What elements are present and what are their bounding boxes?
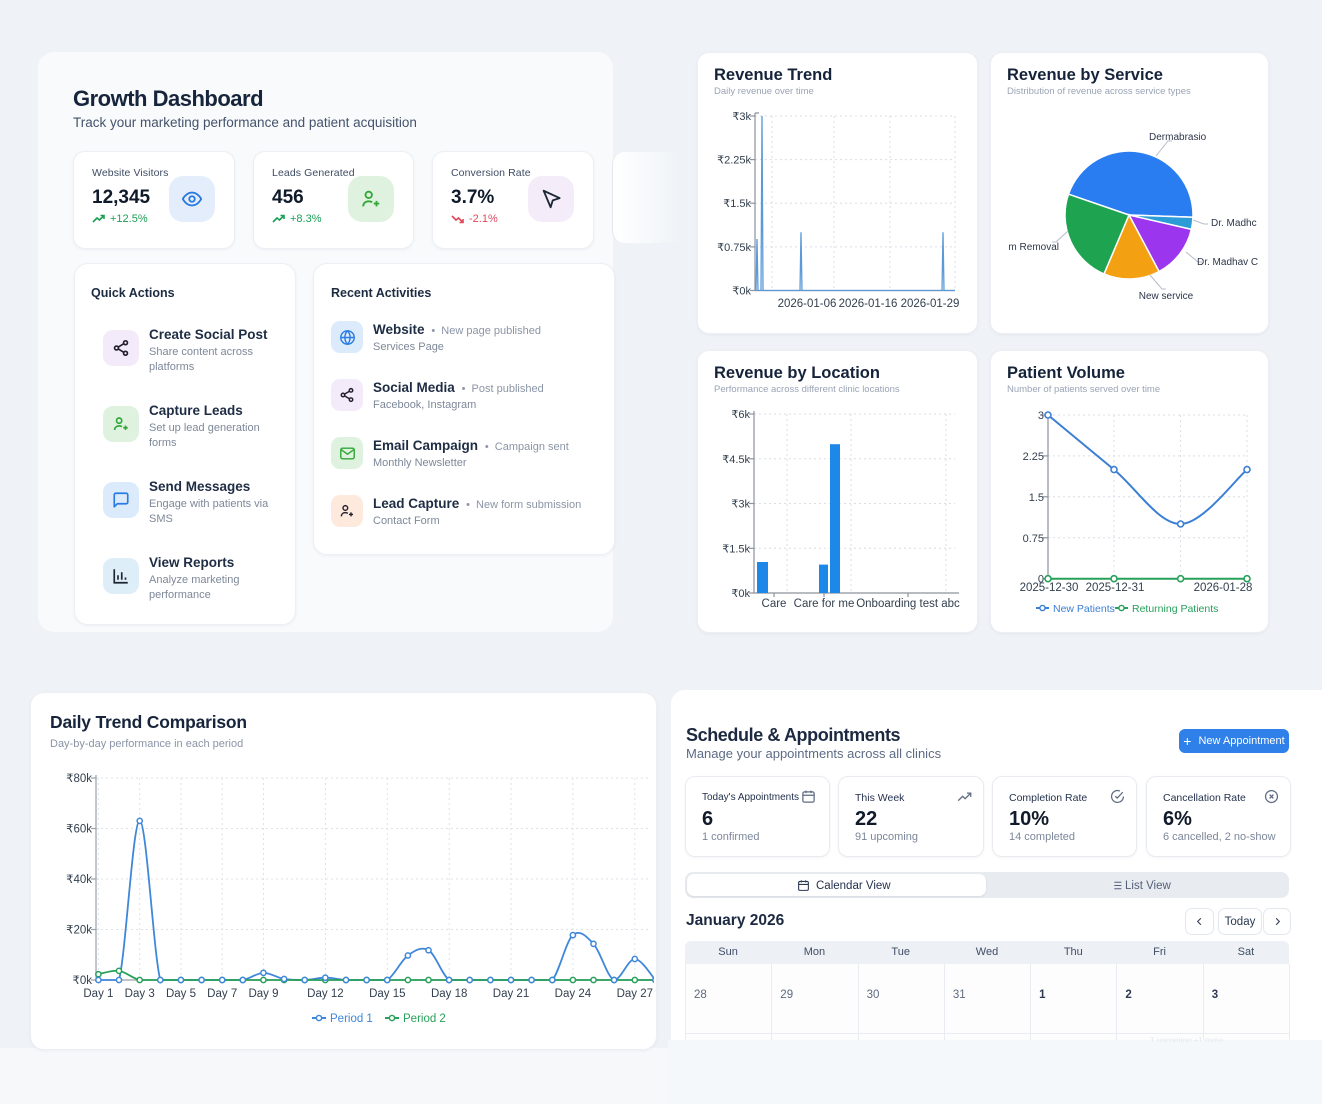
svg-text:Dr. Madhav C: Dr. Madhav C (1197, 257, 1258, 268)
svg-text:0.75: 0.75 (1023, 533, 1044, 545)
svg-text:Day 7: Day 7 (207, 988, 237, 1000)
svg-text:3: 3 (1038, 410, 1044, 422)
svg-text:Day 1: Day 1 (83, 988, 113, 1000)
svg-text:2026-01-06: 2026-01-06 (778, 298, 837, 310)
svg-text:₹6k: ₹6k (731, 409, 750, 421)
svg-text:₹20k: ₹20k (66, 925, 92, 937)
svg-text:2026-01-28: 2026-01-28 (1194, 582, 1253, 594)
svg-text:Day 5: Day 5 (166, 988, 196, 1000)
svg-text:Day 9: Day 9 (248, 988, 278, 1000)
svg-text:Day 3: Day 3 (125, 988, 155, 1000)
svg-text:Day 12: Day 12 (307, 988, 343, 1000)
svg-text:2026-01-16: 2026-01-16 (839, 298, 898, 310)
svg-text:₹1.5k: ₹1.5k (722, 543, 750, 555)
svg-text:₹1.5k: ₹1.5k (723, 198, 751, 210)
svg-text:Period 2: Period 2 (403, 1013, 446, 1025)
svg-text:Returning Patients: Returning Patients (1132, 603, 1218, 615)
svg-text:Care for me: Care for me (794, 598, 855, 610)
svg-text:₹3k: ₹3k (731, 499, 750, 511)
svg-text:₹0.75k: ₹0.75k (717, 242, 751, 254)
svg-text:Dermabrasio: Dermabrasio (1149, 132, 1207, 143)
svg-text:₹3k: ₹3k (732, 111, 751, 123)
svg-text:Period 1: Period 1 (330, 1013, 373, 1025)
svg-text:Day 21: Day 21 (493, 988, 529, 1000)
svg-text:₹60k: ₹60k (66, 824, 92, 836)
svg-text:2025-12-31: 2025-12-31 (1086, 582, 1145, 594)
svg-text:2.25: 2.25 (1023, 451, 1044, 463)
svg-text:₹4.5k: ₹4.5k (722, 454, 750, 466)
svg-text:New Patients: New Patients (1053, 603, 1115, 615)
svg-text:₹0k: ₹0k (73, 975, 93, 987)
svg-text:Day 18: Day 18 (431, 988, 467, 1000)
svg-text:₹40k: ₹40k (66, 874, 92, 886)
svg-text:Day 15: Day 15 (369, 988, 405, 1000)
svg-text:₹2.25k: ₹2.25k (717, 155, 751, 167)
svg-text:Care: Care (762, 598, 787, 610)
svg-text:1.5: 1.5 (1029, 492, 1044, 504)
svg-text:2026-01-29: 2026-01-29 (901, 298, 960, 310)
svg-text:Onboarding test abc: Onboarding test abc (856, 598, 960, 610)
svg-text:Dr. Madhc: Dr. Madhc (1211, 218, 1257, 229)
svg-text:2025-12-30: 2025-12-30 (1020, 582, 1079, 594)
svg-text:₹0k: ₹0k (732, 286, 751, 298)
svg-text:₹0k: ₹0k (731, 588, 750, 600)
svg-text:₹80k: ₹80k (66, 773, 92, 785)
svg-text:Day 27: Day 27 (617, 988, 653, 1000)
svg-text:New service: New service (1139, 291, 1194, 302)
svg-text:Day 24: Day 24 (555, 988, 592, 1000)
svg-text:m Removal: m Removal (1008, 242, 1059, 253)
svg-text:0: 0 (1038, 574, 1044, 586)
